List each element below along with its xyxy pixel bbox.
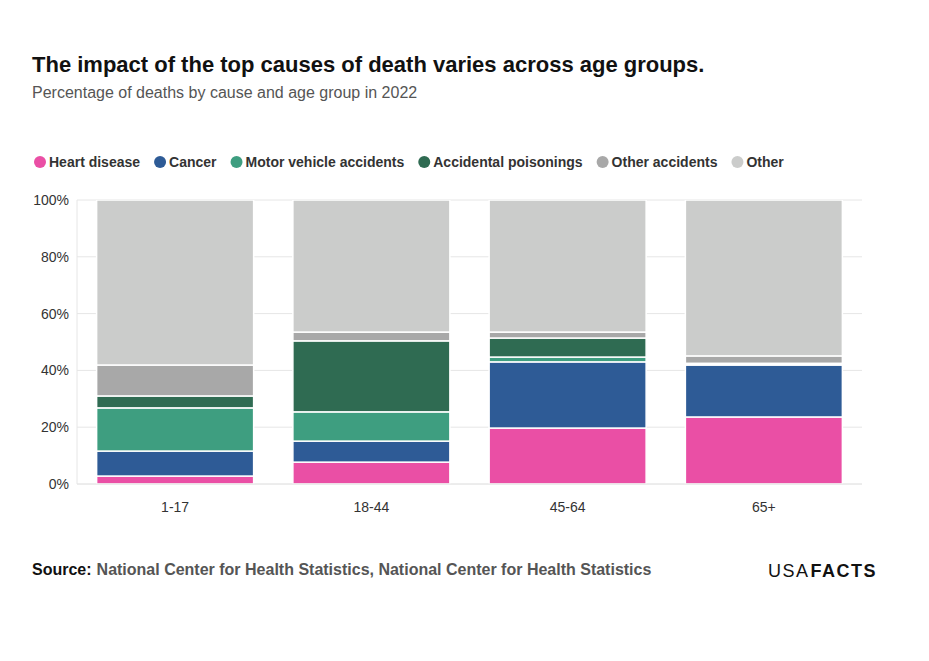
bar-segment bbox=[97, 451, 254, 476]
legend-swatch bbox=[154, 156, 166, 168]
legend-item: Heart disease bbox=[34, 154, 140, 170]
legend-item: Other bbox=[731, 154, 784, 170]
legend-label: Motor vehicle accidents bbox=[246, 154, 405, 170]
bar-segment bbox=[685, 356, 842, 363]
bar-segment bbox=[489, 200, 646, 332]
legend-label: Other bbox=[746, 154, 784, 170]
title: The impact of the top causes of death va… bbox=[32, 52, 704, 77]
bar-segment bbox=[489, 362, 646, 428]
legend-label: Accidental poisonings bbox=[433, 154, 583, 170]
bar-segment bbox=[97, 476, 254, 484]
legend-swatch bbox=[597, 156, 609, 168]
y-tick-label: 40% bbox=[41, 362, 69, 378]
legend-item: Other accidents bbox=[597, 154, 718, 170]
bar-segment bbox=[489, 338, 646, 357]
bar-segment bbox=[97, 365, 254, 396]
bar-segment bbox=[97, 200, 254, 365]
y-tick-label: 20% bbox=[41, 419, 69, 435]
legend-swatch bbox=[34, 156, 46, 168]
x-tick-label: 45-64 bbox=[550, 499, 586, 515]
legend-swatch bbox=[731, 156, 743, 168]
bar-segment bbox=[685, 417, 842, 484]
logo: USA bbox=[768, 561, 810, 581]
source-label: Source: bbox=[32, 561, 92, 578]
x-tick-label: 1-17 bbox=[161, 499, 189, 515]
legend-item: Accidental poisonings bbox=[418, 154, 583, 170]
x-tick-label: 18-44 bbox=[353, 499, 389, 515]
bar-segment bbox=[293, 341, 450, 412]
logo: FACTS bbox=[810, 561, 877, 581]
source: National Center for Health Statistics, N… bbox=[97, 561, 652, 578]
bar-segment bbox=[293, 332, 450, 341]
x-tick-label: 65+ bbox=[752, 499, 776, 515]
bar-segment bbox=[685, 200, 842, 356]
x-axis-line bbox=[77, 484, 862, 485]
chart: The impact of the top causes of death va… bbox=[0, 0, 929, 661]
y-axis-line bbox=[77, 200, 78, 484]
bar-segment bbox=[97, 396, 254, 408]
y-tick-label: 80% bbox=[41, 249, 69, 265]
legend-swatch bbox=[418, 156, 430, 168]
legend-label: Cancer bbox=[169, 154, 217, 170]
bar-segment bbox=[293, 200, 450, 332]
bar-segment bbox=[489, 428, 646, 484]
grid-line bbox=[77, 484, 862, 485]
legend-swatch bbox=[231, 156, 243, 168]
subtitle: Percentage of deaths by cause and age gr… bbox=[32, 84, 417, 101]
legend-item: Cancer bbox=[154, 154, 217, 170]
bar-segment bbox=[489, 332, 646, 338]
legend-label: Other accidents bbox=[612, 154, 718, 170]
bar-segment bbox=[685, 365, 842, 417]
legend-item: Motor vehicle accidents bbox=[231, 154, 405, 170]
legend-label: Heart disease bbox=[49, 154, 140, 170]
bar-segment bbox=[293, 462, 450, 484]
y-tick-label: 60% bbox=[41, 306, 69, 322]
bar-segment bbox=[97, 408, 254, 451]
bar-segment bbox=[293, 441, 450, 462]
y-tick-label: 0% bbox=[49, 476, 69, 492]
y-tick-label: 100% bbox=[33, 192, 69, 208]
bars bbox=[97, 200, 843, 484]
bar-segment bbox=[293, 412, 450, 441]
